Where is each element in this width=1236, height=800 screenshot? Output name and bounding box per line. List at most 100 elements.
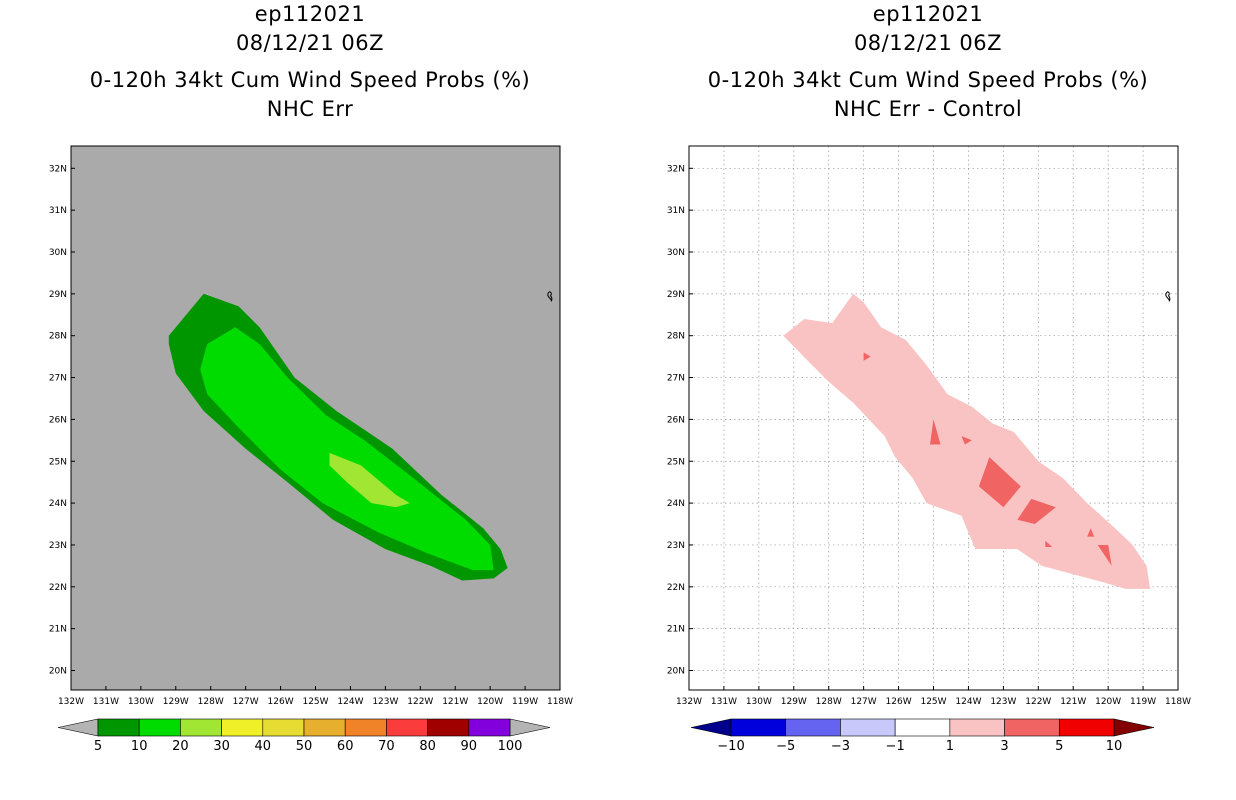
x-tick-label: 125W (920, 697, 946, 707)
contour-20-30 (329, 452, 410, 508)
y-tick-label: 31N (49, 206, 67, 216)
colorbar-swatch (1058, 718, 1115, 737)
y-tick-label: 28N (49, 332, 67, 342)
y-tick-label: 31N (667, 206, 685, 216)
chart-2: 132W 131W 130W 129W 128W 127W 126W 125W 124W 123W… (667, 145, 1191, 754)
colorbar-swatch (138, 718, 181, 737)
colorbar-swatch (468, 718, 511, 737)
colorbar-label: −3 (831, 739, 850, 754)
x-tick-label: 118W (1165, 697, 1191, 707)
x-tick-label: 122W (1025, 697, 1051, 707)
colorbar-label: −1 (886, 739, 905, 754)
y-tick-label: 25N (667, 457, 685, 467)
x-tick-label: 123W (990, 697, 1016, 707)
colorbar-swatch (386, 718, 428, 737)
colorbar-swatch (730, 718, 787, 737)
colorbar-label: 10 (1106, 739, 1123, 754)
x-tick-label: 127W (851, 697, 877, 707)
chart1-title: 0-120h 34kt Cum Wind Speed Probs (%) (89, 68, 531, 92)
chart2-datetime: 08/12/21 06Z (853, 31, 1003, 55)
chart2-title: 0-120h 34kt Cum Wind Speed Probs (%) (707, 68, 1149, 92)
x-tick-label: 124W (955, 697, 981, 707)
x-tick-label: 120W (477, 697, 503, 707)
y-tick-label: 32N (49, 164, 67, 174)
chart2-storm-id: ep112021 (872, 2, 984, 26)
x-tick-label: 126W (886, 697, 912, 707)
colorbar: 5 10 20 30 40 50 60 70 80 90 100 (57, 718, 551, 754)
x-tick-label: 124W (337, 697, 363, 707)
x-tick-label: 128W (198, 697, 224, 707)
contour-3-5 (961, 436, 972, 445)
y-tick-label: 22N (667, 583, 685, 593)
y-tick-label: 28N (667, 332, 685, 342)
contour-3-5 (1097, 545, 1112, 566)
y-tick-label: 32N (667, 164, 685, 174)
x-tick-label: 118W (547, 697, 573, 707)
y-tick-label: 23N (49, 541, 67, 551)
colorbar-label: −5 (776, 739, 795, 754)
x-tick-label: 130W (128, 697, 154, 707)
x-tick-label: 123W (372, 697, 398, 707)
y-tick-label: 26N (667, 415, 685, 425)
island-outline (547, 291, 553, 303)
x-tick-label: 129W (163, 697, 189, 707)
colorbar-label: 3 (1000, 739, 1008, 754)
colorbar-label: 80 (419, 739, 436, 754)
y-tick-label: 21N (49, 625, 67, 635)
colorbar-label: 5 (1055, 739, 1063, 754)
x-tick-label: 120W (1095, 697, 1121, 707)
colorbar-swatch (785, 718, 841, 737)
colorbar-swatch (180, 718, 222, 737)
colorbar-over-arrow (509, 718, 551, 737)
colorbar-label: 70 (378, 739, 395, 754)
contour-3-5 (863, 352, 871, 361)
y-tick-label: 27N (667, 374, 685, 384)
y-tick-label: 29N (49, 290, 67, 300)
colorbar-label: 90 (461, 739, 478, 754)
contour-3-5 (930, 419, 941, 445)
colorbar-swatch (262, 718, 305, 737)
x-tick-label: 126W (268, 697, 294, 707)
x-tick-label: 131W (93, 697, 119, 707)
colorbar-label: 60 (337, 739, 354, 754)
x-tick-label: 128W (816, 697, 842, 707)
colorbar-label: 40 (255, 739, 272, 754)
contour-3-5 (1087, 528, 1095, 537)
y-tick-label: 30N (49, 248, 67, 258)
contour-3-5 (978, 457, 1021, 508)
y-tick-label: 22N (49, 583, 67, 593)
colorbar-swatch (97, 718, 140, 737)
y-tick-label: 27N (49, 374, 67, 384)
colorbar-swatch (1004, 718, 1060, 737)
x-tick-label: 121W (442, 697, 468, 707)
x-tick-label: 132W (58, 697, 84, 707)
y-tick-label: 24N (667, 499, 685, 509)
chart1-storm-id: ep112021 (254, 2, 366, 26)
x-tick-label: 130W (746, 697, 772, 707)
x-tick-label: 119W (512, 697, 538, 707)
chart1-subtitle: NHC Err (266, 97, 354, 121)
y-tick-label: 20N (667, 667, 685, 677)
colorbar-label: 10 (131, 739, 148, 754)
colorbar-swatch (303, 718, 346, 737)
colorbar-swatch (949, 718, 1005, 737)
y-tick-label: 23N (667, 541, 685, 551)
colorbar-label: 100 (498, 739, 523, 754)
y-tick-label: 24N (49, 499, 67, 509)
x-tick-label: 131W (711, 697, 737, 707)
colorbar-label: 1 (946, 739, 954, 754)
contour-3-5 (1017, 498, 1056, 524)
y-tick-label: 20N (49, 667, 67, 677)
colorbar-label: 5 (94, 739, 102, 754)
colorbar-swatch (427, 718, 470, 737)
colorbar-label: 50 (296, 739, 313, 754)
x-tick-label: 121W (1060, 697, 1086, 707)
colorbar-under-arrow (690, 718, 732, 737)
x-tick-label: 122W (407, 697, 433, 707)
y-tick-label: 25N (49, 457, 67, 467)
colorbar: −10 −5 −3 −1 1 3 5 10 (690, 718, 1155, 754)
contour-10-20 (200, 327, 494, 571)
x-tick-label: 119W (1130, 697, 1156, 707)
colorbar-label: −10 (717, 739, 744, 754)
colorbar-label: 30 (213, 739, 230, 754)
